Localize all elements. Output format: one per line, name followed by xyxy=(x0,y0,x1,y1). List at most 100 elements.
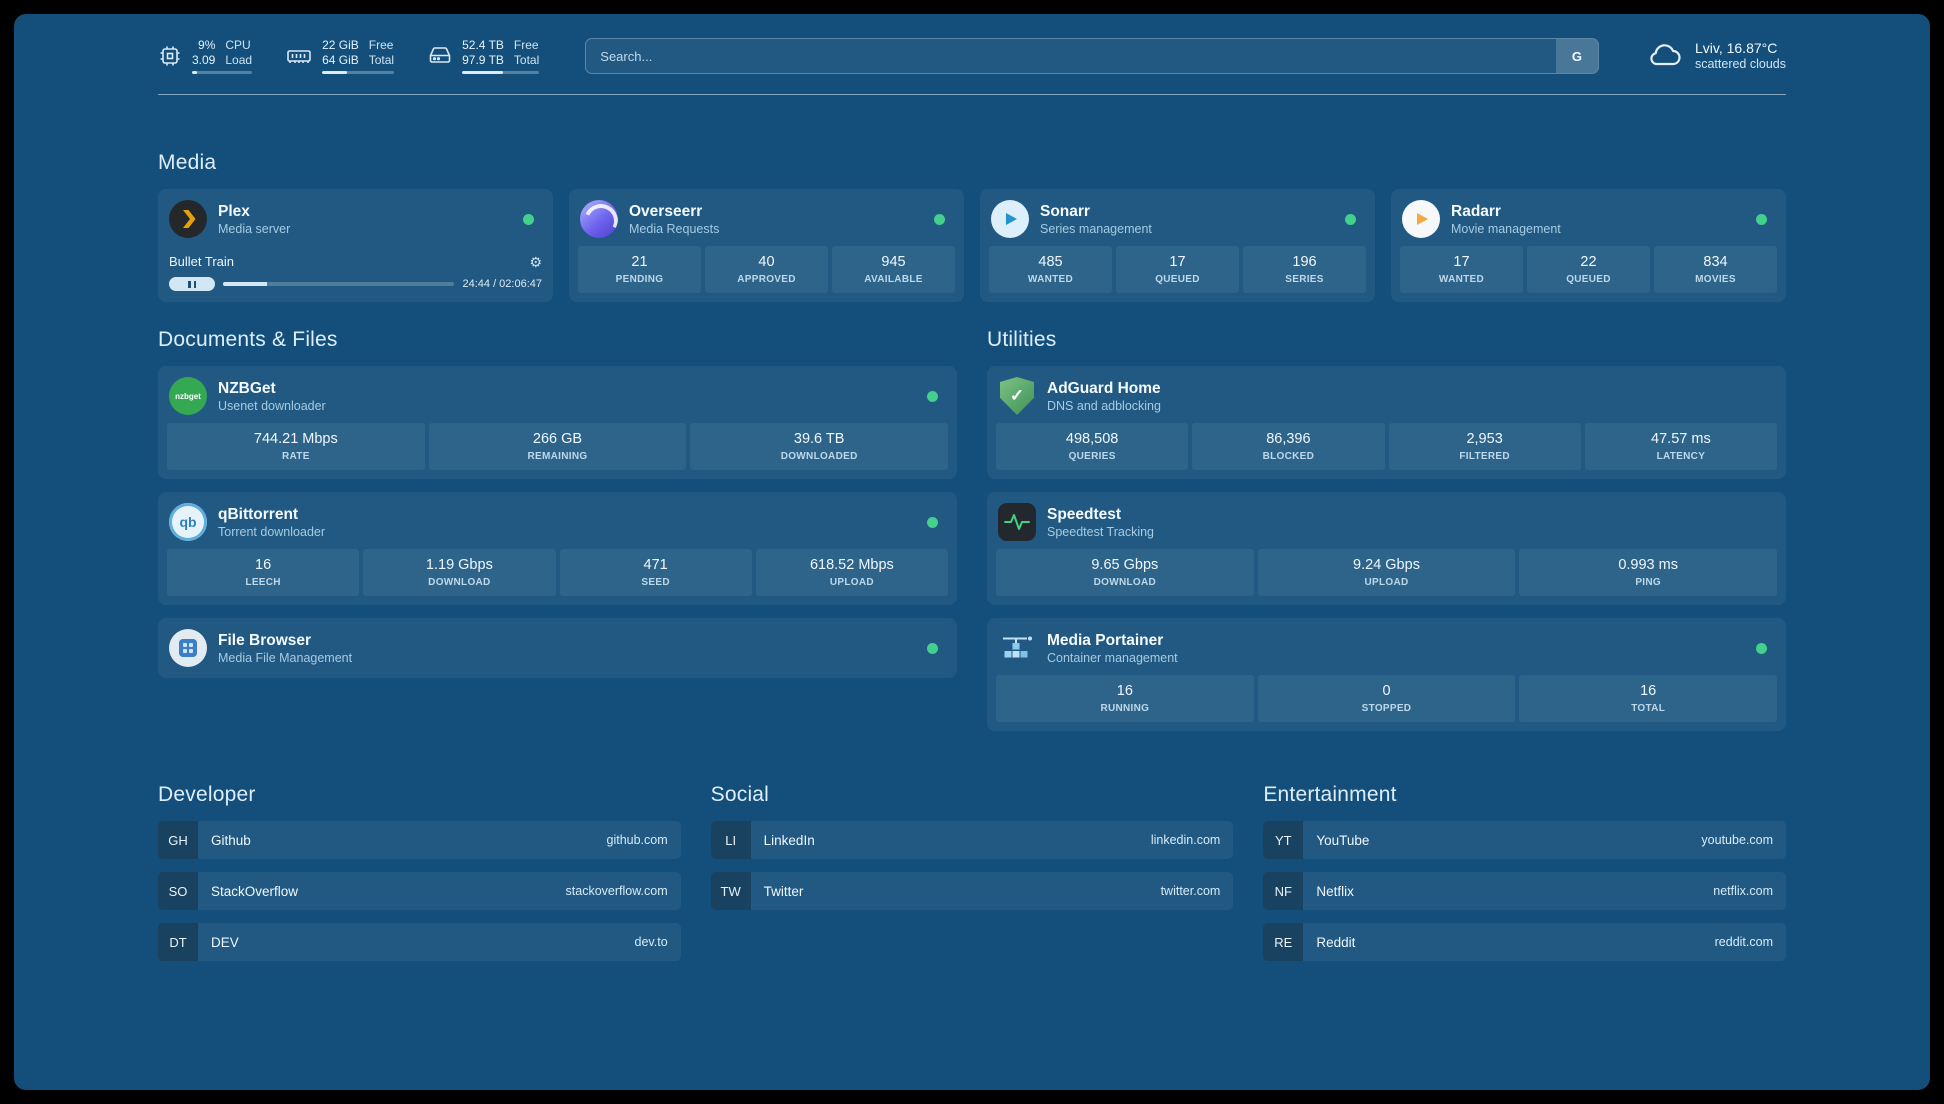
service-text: File Browser Media File Management xyxy=(218,631,916,666)
bookmark-github[interactable]: GH Github github.com xyxy=(158,821,681,859)
service-header: Overseerr Media Requests xyxy=(578,198,955,246)
bookmark-url: reddit.com xyxy=(1714,935,1773,949)
service-card-media-portainer[interactable]: Media Portainer Container management 16 … xyxy=(987,618,1786,731)
sonarr-icon xyxy=(991,200,1029,238)
disk-readout: 52.4 TB Free 97.9 TB Total xyxy=(462,38,540,74)
service-card-overseerr[interactable]: Overseerr Media Requests 21 PENDING 40 A… xyxy=(569,189,964,302)
service-card-nzbget[interactable]: nzbget NZBGet Usenet downloader 744.21 M… xyxy=(158,366,957,479)
status-dot-online xyxy=(927,642,938,654)
disk-label-bottom: Total xyxy=(513,53,540,67)
service-text: Media Portainer Container management xyxy=(1047,631,1745,666)
memory-widget: 22 GiB Free 64 GiB Total xyxy=(286,38,395,74)
service-description: Media Requests xyxy=(629,221,720,236)
stat-value: 86,396 xyxy=(1266,431,1311,447)
service-header: Radarr Movie management xyxy=(1400,198,1777,246)
bookmark-url: linkedin.com xyxy=(1150,833,1221,847)
stat-label: WANTED xyxy=(1438,274,1485,285)
stat-tile: 9.24 Gbps UPLOAD xyxy=(1257,549,1516,596)
stat-tile: 945 AVAILABLE xyxy=(832,246,955,293)
bookmark-list: LI LinkedIn linkedin.com TW Twitter twit… xyxy=(710,821,1234,910)
section-documents: Documents & Files nzbget NZBGet Usenet d… xyxy=(158,328,957,678)
service-card-filebrowser[interactable]: File Browser Media File Management xyxy=(158,618,957,678)
stat-value: 945 xyxy=(881,254,906,270)
service-card-adguard-home[interactable]: ✓ AdGuard Home DNS and adblocking 498,50… xyxy=(987,366,1786,479)
stat-value: 16 xyxy=(1116,683,1133,699)
bookmark-name: LinkedIn xyxy=(763,832,815,848)
stat-tile: 196 SERIES xyxy=(1243,246,1366,293)
disk-progress-track xyxy=(462,71,540,74)
stat-value: 266 GB xyxy=(532,431,583,447)
stat-value: 17 xyxy=(1169,254,1186,270)
bookmark-abbr: TW xyxy=(710,872,751,910)
service-name: AdGuard Home xyxy=(1047,379,1161,397)
weather-text: Lviv, 16.87°C scattered clouds xyxy=(1695,40,1786,72)
memory-label-bottom: Total xyxy=(368,53,395,67)
bookmark-url: stackoverflow.com xyxy=(565,884,668,898)
bookmark-stackoverflow[interactable]: SO StackOverflow stackoverflow.com xyxy=(158,872,681,910)
bookmark-twitter[interactable]: TW Twitter twitter.com xyxy=(710,872,1234,910)
service-stats: 16 RUNNING 0 STOPPED 16 TOTAL xyxy=(996,675,1777,722)
service-name: Speedtest xyxy=(1047,505,1122,523)
service-header: Sonarr Series management xyxy=(989,198,1366,246)
disk-widget: 52.4 TB Free 97.9 TB Total xyxy=(428,38,540,74)
service-text: Plex Media server xyxy=(218,202,512,237)
weather-widget: Lviv, 16.87°C scattered clouds xyxy=(1645,39,1786,74)
service-card-plex[interactable]: Plex Media server Bullet Train ⚙ xyxy=(158,189,553,302)
bookmark-netflix[interactable]: NF Netflix netflix.com xyxy=(1263,872,1786,910)
stat-label: UPLOAD xyxy=(1364,577,1409,588)
stat-label: QUERIES xyxy=(1068,451,1116,462)
stat-value: 16 xyxy=(255,557,272,573)
service-card-speedtest[interactable]: Speedtest Speedtest Tracking 9.65 Gbps D… xyxy=(987,492,1786,605)
service-card-sonarr[interactable]: Sonarr Series management 485 WANTED 17 Q… xyxy=(980,189,1375,302)
stat-value: 22 xyxy=(1580,254,1597,270)
stat-value: 485 xyxy=(1038,254,1063,270)
stat-tile: 485 WANTED xyxy=(989,246,1112,293)
resource-widgets: 9% CPU 3.09 Load xyxy=(158,38,540,74)
bookmark-dev[interactable]: DT DEV dev.to xyxy=(158,923,681,961)
service-description: DNS and adblocking xyxy=(1047,398,1161,413)
service-name: Radarr xyxy=(1451,202,1501,220)
service-name: File Browser xyxy=(218,631,312,649)
stat-value: 0 xyxy=(1382,683,1391,699)
bookmark-reddit[interactable]: RE Reddit reddit.com xyxy=(1263,923,1786,961)
stat-tile: 498,508 QUERIES xyxy=(996,423,1189,470)
service-description: Usenet downloader xyxy=(218,398,326,413)
service-header: qb qBittorrent Torrent downloader xyxy=(167,501,948,549)
stat-value: 39.6 TB xyxy=(793,431,845,447)
memory-label-top: Free xyxy=(368,38,394,52)
stat-value: 834 xyxy=(1703,254,1728,270)
bookmark-linkedin[interactable]: LI LinkedIn linkedin.com xyxy=(710,821,1234,859)
service-description: Media server xyxy=(218,221,291,236)
adguard-shield-icon: ✓ xyxy=(1000,377,1034,415)
cpu-progress-track xyxy=(192,71,253,74)
gear-icon[interactable]: ⚙ xyxy=(529,253,542,270)
bookmark-abbr: DT xyxy=(158,923,198,961)
service-description: Movie management xyxy=(1451,221,1561,236)
section-title-media: Media xyxy=(158,151,217,174)
status-dot-online xyxy=(1756,642,1767,654)
search-input[interactable] xyxy=(586,39,1556,73)
cpu-percent: 9% xyxy=(198,38,216,52)
plex-now-playing-widget: Bullet Train ⚙ 24:44 / 02:06:47 xyxy=(167,254,544,293)
stat-label: PING xyxy=(1635,577,1661,588)
cpu-load-value: 3.09 xyxy=(192,53,216,67)
stat-label: STOPPED xyxy=(1361,703,1412,714)
bookmark-abbr: RE xyxy=(1263,923,1304,961)
stat-value: 1.19 Gbps xyxy=(425,557,493,573)
bookmark-youtube[interactable]: YT YouTube youtube.com xyxy=(1263,821,1786,859)
stat-label: APPROVED xyxy=(737,274,796,285)
section-title-documents: Documents & Files xyxy=(158,328,338,351)
pause-button[interactable] xyxy=(169,277,215,291)
player-controls-row: 24:44 / 02:06:47 xyxy=(169,277,542,293)
service-text: NZBGet Usenet downloader xyxy=(218,379,916,414)
stat-label: DOWNLOADED xyxy=(780,451,858,462)
search-provider-button[interactable]: G xyxy=(1555,39,1598,73)
service-card-radarr[interactable]: Radarr Movie management 17 WANTED 22 QUE… xyxy=(1391,189,1786,302)
service-description: Series management xyxy=(1040,221,1152,236)
seek-bar[interactable] xyxy=(223,282,455,286)
stat-label: UPLOAD xyxy=(829,577,874,588)
bookmark-group-title: Social xyxy=(710,783,770,806)
status-dot-online xyxy=(1345,213,1356,225)
service-text: Speedtest Speedtest Tracking xyxy=(1047,505,1773,540)
service-card-qbittorrent[interactable]: qb qBittorrent Torrent downloader 16 LEE… xyxy=(158,492,957,605)
